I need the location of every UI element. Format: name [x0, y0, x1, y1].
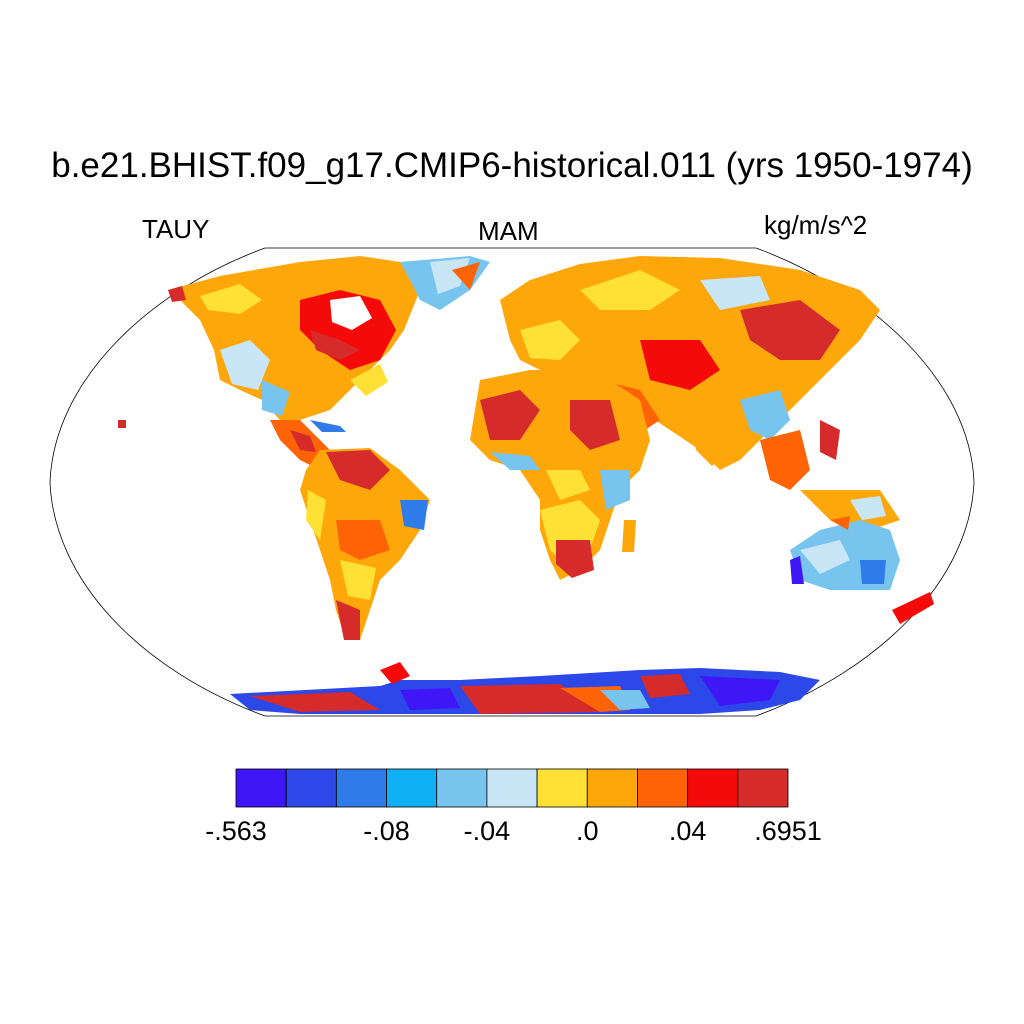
colorbar-label: .6951	[754, 816, 822, 846]
colorbar-label: .0	[576, 816, 599, 846]
colorbar-box	[486, 768, 538, 808]
colorbar-box	[637, 768, 689, 808]
colorbar-label: -.563	[205, 816, 267, 846]
colorbar-box	[235, 768, 287, 808]
colorbar-label: -.08	[363, 816, 410, 846]
colorbar-label: .04	[668, 816, 707, 846]
colorbar-box	[737, 768, 789, 808]
variable-label: TAUY	[142, 214, 210, 244]
colorbar-box	[687, 768, 739, 808]
colorbar-box	[386, 768, 438, 808]
colorbar-box	[335, 768, 387, 808]
south-america	[300, 448, 430, 640]
eurasia	[500, 256, 900, 530]
antarctica	[230, 662, 820, 714]
colorbar-box	[285, 768, 337, 808]
units-label: kg/m/s^2	[764, 210, 868, 240]
plot-title: b.e21.BHIST.f09_g17.CMIP6-historical.011…	[51, 146, 973, 185]
colorbar-label: -.04	[463, 816, 511, 846]
colorbar-box	[436, 768, 488, 808]
colorbar-box	[536, 768, 588, 808]
season-label: MAM	[478, 216, 539, 246]
australia	[790, 516, 934, 624]
africa	[470, 370, 650, 580]
colorbar-boxes	[235, 768, 789, 808]
north-america	[168, 256, 490, 420]
colorbar-box	[586, 768, 638, 808]
